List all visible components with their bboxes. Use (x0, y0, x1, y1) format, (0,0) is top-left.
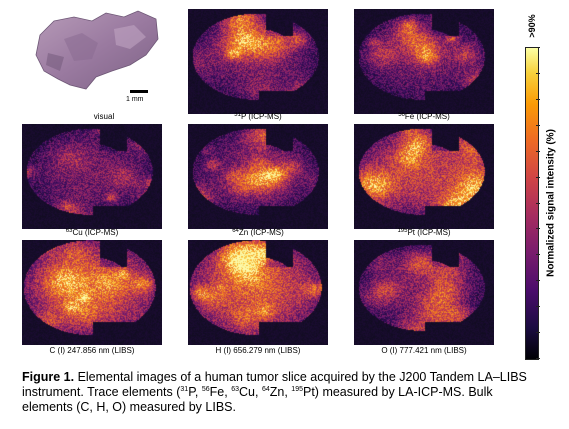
label-pt195: 195Pt (ICP-MS) (397, 228, 451, 237)
heatmap-o-libs (354, 240, 494, 345)
label-visual: visual (93, 112, 115, 121)
heatmap-c-libs (22, 240, 162, 345)
colorbar-tick (536, 358, 540, 359)
colorbar-top-label: >90% (527, 14, 537, 38)
heatmap-fe56 (354, 9, 494, 114)
label-zn64: 64Zn (ICP-MS) (232, 228, 284, 237)
heatmap-h-libs (188, 240, 328, 345)
colorbar-tick (536, 254, 540, 255)
colorbar-tick (536, 99, 540, 100)
colorbar-tick (536, 280, 540, 281)
label-cu63: 63Cu (ICP-MS) (65, 228, 119, 237)
label-p31: 31P (ICP-MS) (234, 112, 282, 121)
heatmap-cu63 (22, 124, 162, 229)
colorbar-tick (536, 228, 540, 229)
label-c-libs: C (I) 247.856 nm (LIBS) (49, 346, 135, 355)
colorbar-title: Normalized signal intensity (%) (545, 128, 557, 277)
colorbar-tick (536, 47, 540, 48)
colorbar-tick (536, 203, 540, 204)
colorbar-tick (536, 177, 540, 178)
figure-label: Figure 1. (22, 370, 75, 384)
colorbar-tick (536, 332, 540, 333)
figure-caption: Figure 1. Elemental images of a human tu… (22, 370, 527, 414)
visual-panel (34, 9, 174, 114)
colorbar-tick (536, 73, 540, 74)
colorbar-tick (536, 306, 540, 307)
colorbar-tick (536, 151, 540, 152)
label-fe56: 56Fe (ICP-MS) (398, 112, 450, 121)
scale-bar-label: 1 mm (126, 96, 144, 103)
scale-bar (130, 90, 148, 93)
tissue-photo (35, 10, 159, 90)
colorbar-tick (536, 125, 540, 126)
label-o-libs: O (I) 777.421 nm (LIBS) (381, 346, 467, 355)
heatmap-p31 (188, 9, 328, 114)
heatmap-pt195 (354, 124, 494, 229)
heatmap-zn64 (188, 124, 328, 229)
label-h-libs: H (I) 656.279 nm (LIBS) (215, 346, 301, 355)
